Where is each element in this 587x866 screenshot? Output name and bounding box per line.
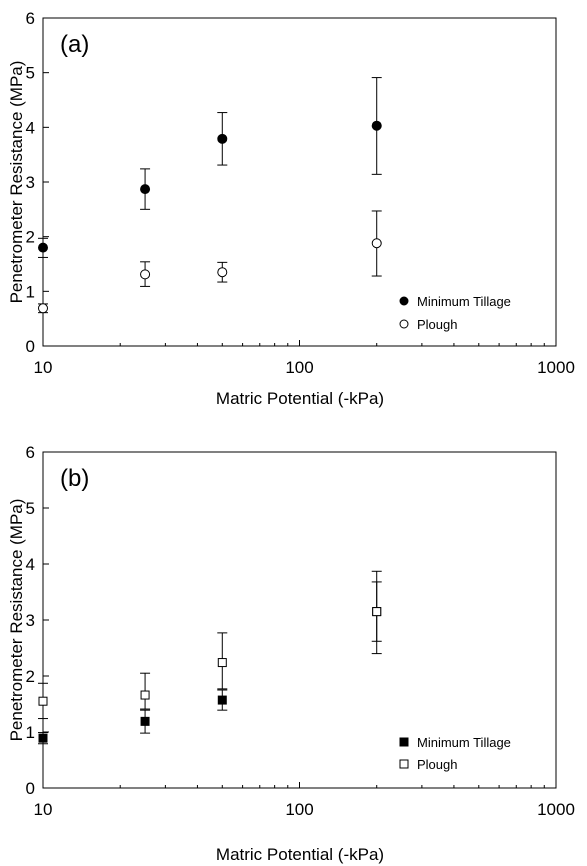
y-tick-label-a: 4 xyxy=(26,118,35,137)
data-point-plough xyxy=(38,303,48,314)
y-tick-label-a: 5 xyxy=(26,64,35,83)
markers-b xyxy=(38,607,382,743)
error-bars-a xyxy=(38,77,382,314)
y-tick-label-b: 4 xyxy=(26,555,35,574)
data-point-plough xyxy=(140,690,150,700)
y-tick-label-a: 6 xyxy=(26,9,35,28)
y-tick-label-b: 3 xyxy=(26,611,35,630)
legend-a: Minimum Tillage Plough xyxy=(399,294,511,332)
y-axis-b: 0 1 2 3 4 5 6 xyxy=(26,443,49,798)
x-axis-title-b: Matric Potential (-kPa) xyxy=(216,845,384,864)
y-axis-a: 0 1 2 3 4 5 6 xyxy=(26,9,49,356)
x-tick-label-a: 1000 xyxy=(537,358,575,377)
legend-label-minimum-tillage-b: Minimum Tillage xyxy=(417,735,511,750)
legend-label-plough-a: Plough xyxy=(417,317,457,332)
y-tick-label-a: 0 xyxy=(26,337,35,356)
panel-label-a: (a) xyxy=(60,31,89,58)
data-point-minimum-tillage xyxy=(140,716,150,726)
data-point-plough xyxy=(217,267,228,278)
data-point-minimum-tillage xyxy=(371,120,382,131)
legend-marker-minimum-tillage-b xyxy=(399,737,409,747)
y-tick-label-a: 3 xyxy=(26,173,35,192)
data-point-plough xyxy=(38,696,48,706)
legend-marker-minimum-tillage-a xyxy=(399,296,409,306)
x-axis-a: 10 100 1000 xyxy=(34,340,575,377)
y-tick-label-b: 0 xyxy=(26,779,35,798)
legend-b: Minimum Tillage Plough xyxy=(399,735,511,772)
legend-label-plough-b: Plough xyxy=(417,757,457,772)
y-tick-label-a: 1 xyxy=(26,282,35,301)
data-point-plough xyxy=(372,607,382,617)
panel-label-b: (b) xyxy=(60,465,89,492)
x-tick-label-a: 100 xyxy=(285,358,313,377)
data-point-plough xyxy=(371,238,382,249)
legend-marker-plough-b xyxy=(399,759,409,769)
markers-a xyxy=(38,120,382,314)
y-tick-label-b: 6 xyxy=(26,443,35,462)
data-point-minimum-tillage xyxy=(38,733,48,743)
data-point-minimum-tillage xyxy=(217,133,228,144)
y-tick-label-b: 1 xyxy=(26,723,35,742)
x-tick-label-b: 100 xyxy=(285,800,313,819)
data-point-minimum-tillage xyxy=(38,242,48,253)
x-tick-label-b: 1000 xyxy=(537,800,575,819)
y-axis-title-a: Penetrometer Resistance (MPa) xyxy=(7,61,26,304)
data-point-minimum-tillage xyxy=(217,695,227,705)
data-point-plough xyxy=(217,658,227,668)
legend-marker-plough-a xyxy=(399,319,409,329)
panel-b: 0 1 2 3 4 5 6 10 100 1000 (b) Penetrometer Resis… xyxy=(7,443,575,864)
y-tick-label-b: 2 xyxy=(26,667,35,686)
x-axis-title-a: Matric Potential (-kPa) xyxy=(216,389,384,408)
x-tick-label-b: 10 xyxy=(34,800,53,819)
legend-label-minimum-tillage-a: Minimum Tillage xyxy=(417,294,511,309)
y-tick-label-a: 2 xyxy=(26,228,35,247)
x-axis-b: 10 100 1000 xyxy=(34,782,575,819)
data-point-minimum-tillage xyxy=(140,184,151,195)
x-tick-label-a: 10 xyxy=(34,358,53,377)
data-point-plough xyxy=(140,269,151,280)
error-bars-b xyxy=(38,570,382,745)
panel-a: 0 1 2 3 4 5 6 10 100 1000 (a) Penetrometer Resis… xyxy=(7,9,575,408)
y-tick-label-b: 5 xyxy=(26,499,35,518)
y-axis-title-b: Penetrometer Resistance (MPa) xyxy=(7,499,26,742)
